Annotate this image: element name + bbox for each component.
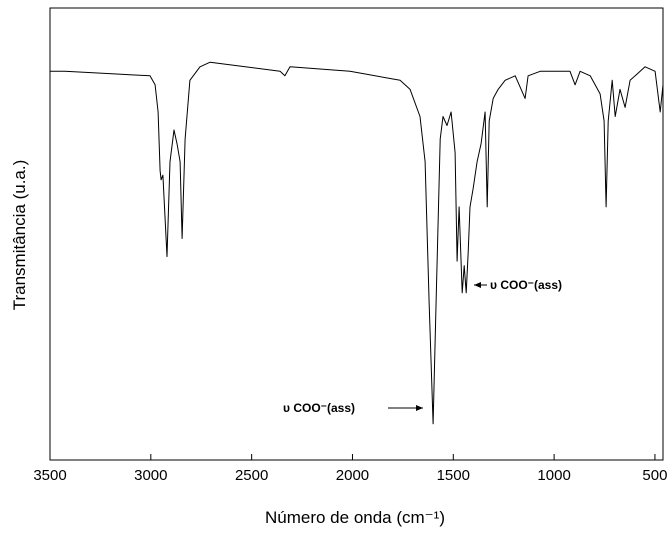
arrow-head (474, 282, 481, 288)
y-axis-label: Transmitância (u.a.) (10, 160, 29, 311)
x-tick-label: 3500 (33, 467, 66, 484)
annotation: υ COO⁻(ass) (283, 401, 355, 415)
x-axis-label: Número de onda (cm⁻¹) (265, 508, 445, 527)
x-tick-label: 1000 (537, 467, 570, 484)
plot-frame (49, 7, 664, 461)
arrow-head (416, 405, 423, 411)
annotation: υ COO⁻(ass) (490, 278, 562, 292)
x-tick-label: 3000 (134, 467, 167, 484)
x-tick-label: 2500 (235, 467, 268, 484)
spectrum-line (50, 61, 664, 425)
x-tick-label: 2000 (336, 467, 369, 484)
x-tick-label: 1500 (437, 467, 470, 484)
x-tick-label: 500 (642, 467, 667, 484)
